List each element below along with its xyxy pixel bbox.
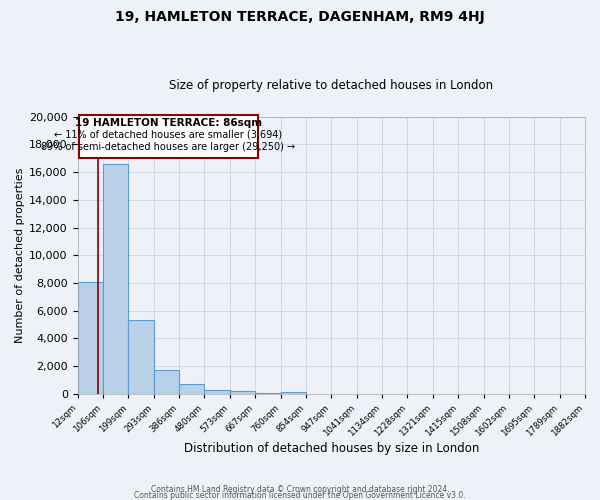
- Text: Contains public sector information licensed under the Open Government Licence v3: Contains public sector information licen…: [134, 490, 466, 500]
- Text: 19 HAMLETON TERRACE: 86sqm: 19 HAMLETON TERRACE: 86sqm: [74, 118, 262, 128]
- Bar: [205, 390, 230, 394]
- Bar: [77, 282, 103, 394]
- Bar: [128, 320, 154, 394]
- Y-axis label: Number of detached properties: Number of detached properties: [15, 168, 25, 343]
- Bar: [230, 391, 255, 394]
- Text: 89% of semi-detached houses are larger (29,250) →: 89% of semi-detached houses are larger (…: [41, 142, 295, 152]
- FancyBboxPatch shape: [79, 116, 257, 158]
- X-axis label: Distribution of detached houses by size in London: Distribution of detached houses by size …: [184, 442, 479, 455]
- Bar: [179, 384, 205, 394]
- Bar: [281, 392, 306, 394]
- Text: ← 11% of detached houses are smaller (3,694): ← 11% of detached houses are smaller (3,…: [54, 130, 282, 140]
- Bar: [103, 164, 128, 394]
- Bar: [154, 370, 179, 394]
- Title: Size of property relative to detached houses in London: Size of property relative to detached ho…: [169, 79, 493, 92]
- Text: 19, HAMLETON TERRACE, DAGENHAM, RM9 4HJ: 19, HAMLETON TERRACE, DAGENHAM, RM9 4HJ: [115, 10, 485, 24]
- Text: Contains HM Land Registry data © Crown copyright and database right 2024.: Contains HM Land Registry data © Crown c…: [151, 484, 449, 494]
- Bar: [255, 392, 281, 394]
